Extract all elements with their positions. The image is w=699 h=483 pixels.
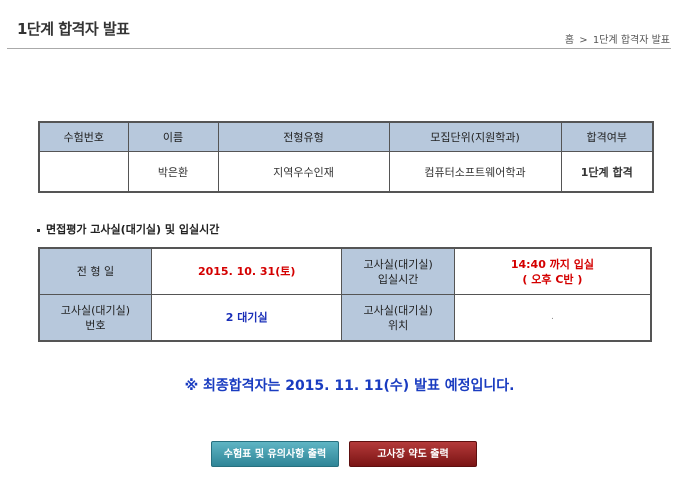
result-table-header-row: 수험번호 이름 전형유형 모집단위(지원학과) 합격여부 xyxy=(38,121,654,152)
room-location-label: 고사실(대기실) 위치 xyxy=(341,294,455,342)
admission-type-cell: 지역우수인재 xyxy=(217,151,390,193)
pass-status-cell: 1단계 합격 xyxy=(560,151,654,193)
breadcrumb-home-link[interactable]: 홈 xyxy=(564,35,575,46)
column-header-name: 이름 xyxy=(127,121,219,152)
column-header-admission-type: 전형유형 xyxy=(217,121,390,152)
exam-date-value: 2015. 10. 31(토) xyxy=(150,247,343,295)
interview-row-date: 전 형 일 2015. 10. 31(토) 고사실(대기실) 입실시간 14:4… xyxy=(38,247,652,295)
header-divider xyxy=(7,48,671,49)
column-header-department: 모집단위(지원학과) xyxy=(388,121,562,152)
entry-time-value: 14:40 까지 입실 ( 오후 C반 ) xyxy=(453,247,652,295)
final-announcement-notice: ※ 최종합격자는 2015. 11. 11(수) 발표 예정입니다. xyxy=(184,378,515,394)
entry-time-label-line2: 입실시간 xyxy=(377,272,419,286)
interview-table: 전 형 일 2015. 10. 31(토) 고사실(대기실) 입실시간 14:4… xyxy=(38,247,652,342)
print-exam-ticket-button[interactable]: 수험표 및 유의사항 출력 xyxy=(211,441,339,467)
room-number-value: 2 대기실 xyxy=(150,294,343,342)
column-header-status: 합격여부 xyxy=(560,121,654,152)
breadcrumb-separator: > xyxy=(579,35,588,46)
breadcrumb: 홈 > 1단계 합격자 발표 xyxy=(564,31,671,46)
entry-time-text: 14:40 까지 입실 xyxy=(510,257,594,271)
exam-number-cell xyxy=(38,151,129,193)
interview-section-title: 면접평가 고사실(대기실) 및 입실시간 xyxy=(37,221,219,237)
breadcrumb-current: 1단계 합격자 발표 xyxy=(592,35,670,46)
table-row: 박은환 지역우수인재 컴퓨터소프트웨어학과 1단계 합격 xyxy=(38,151,654,193)
room-number-label-line1: 고사실(대기실) xyxy=(60,303,131,317)
column-header-exam-number: 수험번호 xyxy=(38,121,129,152)
entry-group-text: ( 오후 C반 ) xyxy=(522,272,583,286)
interview-row-room: 고사실(대기실) 번호 2 대기실 고사실(대기실) 위치 . xyxy=(38,294,652,342)
room-location-label-line1: 고사실(대기실) xyxy=(363,303,433,317)
applicant-name-cell: 박은환 xyxy=(127,151,219,193)
result-table: 수험번호 이름 전형유형 모집단위(지원학과) 합격여부 박은환 지역우수인재 … xyxy=(38,121,654,193)
bullet-icon xyxy=(37,228,40,232)
entry-time-label: 고사실(대기실) 입실시간 xyxy=(341,247,455,295)
page-header: 1단계 합격자 발표 홈 > 1단계 합격자 발표 xyxy=(0,0,699,50)
department-cell: 컴퓨터소프트웨어학과 xyxy=(388,151,562,193)
room-location-label-line2: 위치 xyxy=(388,318,409,332)
page-title: 1단계 합격자 발표 xyxy=(17,20,130,38)
room-number-label-line2: 번호 xyxy=(85,318,106,332)
entry-time-label-line1: 고사실(대기실) xyxy=(363,257,433,271)
exam-date-label: 전 형 일 xyxy=(38,247,152,295)
room-location-value: . xyxy=(453,294,652,342)
print-exam-site-map-button[interactable]: 고사장 약도 출력 xyxy=(349,441,477,467)
interview-section-title-text: 면접평가 고사실(대기실) 및 입실시간 xyxy=(46,223,220,236)
room-number-label: 고사실(대기실) 번호 xyxy=(38,294,152,342)
